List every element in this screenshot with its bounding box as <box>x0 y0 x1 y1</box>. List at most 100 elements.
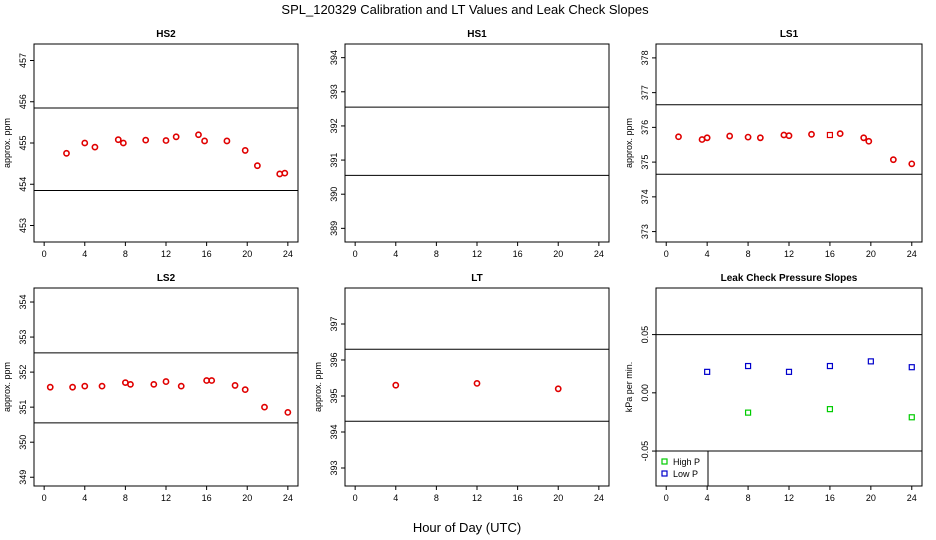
data-point <box>98 382 106 390</box>
x-tick-label: 20 <box>553 493 563 503</box>
y-tick-label: -0.05 <box>640 441 650 462</box>
y-tick-label: 353 <box>18 330 28 345</box>
x-tick-label: 8 <box>123 249 128 259</box>
x-tick-label: 4 <box>705 493 710 503</box>
x-tick-label: 12 <box>784 249 794 259</box>
x-tick-label: 16 <box>513 493 523 503</box>
data-point <box>865 137 873 145</box>
y-tick-label: 389 <box>329 221 339 236</box>
y-tick-label: 394 <box>329 424 339 439</box>
data-point <box>744 133 752 141</box>
x-tick-label: 4 <box>705 249 710 259</box>
data-point <box>223 137 231 145</box>
panel-title: Leak Check Pressure Slopes <box>721 273 858 284</box>
x-tick-label: 24 <box>907 249 917 259</box>
x-tick-label: 12 <box>161 249 171 259</box>
data-point <box>826 406 834 413</box>
x-tick-label: 0 <box>42 249 47 259</box>
chart-panel: HS1 0 4 8 12 16 20 24 389 390 391 392 393 394 <box>329 29 610 259</box>
data-point <box>195 131 202 139</box>
chart-panel: HS2 0 4 8 12 16 20 24 453 454 455 456 457 approx. ppm <box>2 29 299 259</box>
data-point <box>756 134 764 142</box>
x-tick-label: 24 <box>594 493 604 503</box>
y-tick-label: 454 <box>18 177 28 192</box>
data-point <box>908 364 915 371</box>
panels-group: HS2 0 4 8 12 16 20 24 453 454 455 456 457 approx. ppm… <box>2 29 923 503</box>
y-axis-label: approx. ppm <box>313 362 323 412</box>
x-tick-label: 4 <box>393 249 398 259</box>
x-tick-label: 24 <box>283 249 293 259</box>
x-tick-label: 0 <box>664 493 669 503</box>
data-point <box>554 385 562 393</box>
y-tick-label: 376 <box>640 120 650 135</box>
figure-title: SPL_120329 Calibration and LT Values and… <box>281 2 649 17</box>
chart-panel: LT 0 4 8 12 16 20 24 393 394 395 396 397 approx. ppm <box>313 273 610 503</box>
x-tick-label: 8 <box>434 493 439 503</box>
data-point <box>867 358 874 365</box>
chart-panel: Leak Check Pressure Slopes 0 4 8 12 16 20 24 -0.… <box>624 273 923 503</box>
x-tick-label: 8 <box>746 493 751 503</box>
data-point <box>261 403 268 411</box>
y-tick-label: 396 <box>329 352 339 367</box>
y-tick-label: 394 <box>329 50 339 65</box>
data-point <box>177 382 185 390</box>
data-point <box>726 132 734 140</box>
y-tick-label: 375 <box>640 155 650 170</box>
y-tick-label: 0.05 <box>640 326 650 344</box>
x-tick-label: 16 <box>825 493 835 503</box>
x-tick-label: 4 <box>82 493 87 503</box>
y-tick-label: 373 <box>640 224 650 239</box>
x-tick-label: 24 <box>594 249 604 259</box>
panel-title: LS1 <box>780 29 799 40</box>
x-tick-label: 20 <box>866 249 876 259</box>
data-point <box>201 137 208 145</box>
data-point <box>91 143 99 151</box>
y-tick-label: 455 <box>18 135 28 150</box>
x-tick-label: 0 <box>353 249 358 259</box>
legend-marker <box>661 470 668 477</box>
x-tick-label: 20 <box>866 493 876 503</box>
data-point <box>46 383 54 391</box>
y-tick-label: 351 <box>18 400 28 415</box>
data-point <box>172 133 180 141</box>
x-tick-label: 12 <box>472 493 482 503</box>
x-tick-label: 20 <box>242 249 252 259</box>
y-axis-label: approx. ppm <box>2 118 12 168</box>
x-tick-label: 20 <box>242 493 252 503</box>
x-tick-label: 24 <box>907 493 917 503</box>
data-point <box>826 362 834 370</box>
y-tick-label: 377 <box>640 85 650 100</box>
x-tick-label: 8 <box>434 249 439 259</box>
data-point <box>744 362 752 370</box>
chart-panel: LS2 0 4 8 12 16 20 24 349 350 351 352 353 354 approx. … <box>2 273 299 503</box>
y-tick-label: 397 <box>329 316 339 331</box>
figure-xlabel: Hour of Day (UTC) <box>413 520 521 535</box>
data-point <box>473 379 481 387</box>
legend-label: High P <box>673 457 700 467</box>
x-tick-label: 0 <box>664 249 669 259</box>
y-tick-label: 395 <box>329 388 339 403</box>
data-point <box>860 134 868 142</box>
data-point <box>908 160 916 168</box>
panel-title: HS1 <box>467 29 487 40</box>
x-tick-label: 8 <box>746 249 751 259</box>
data-point <box>208 377 216 384</box>
x-tick-label: 0 <box>353 493 358 503</box>
panel-title: HS2 <box>156 29 176 40</box>
data-point <box>284 409 292 416</box>
data-point <box>808 130 815 138</box>
data-point <box>81 139 89 147</box>
y-tick-label: 457 <box>18 53 28 68</box>
y-tick-label: 354 <box>18 295 28 310</box>
y-axis-label: kPa per min. <box>624 362 634 413</box>
data-point <box>785 368 793 375</box>
data-point <box>241 386 249 394</box>
x-tick-label: 12 <box>784 493 794 503</box>
data-point <box>392 381 400 389</box>
data-point <box>150 380 158 388</box>
data-point <box>142 136 150 144</box>
x-tick-label: 16 <box>825 249 835 259</box>
x-tick-label: 24 <box>283 493 293 503</box>
data-point <box>162 137 170 144</box>
